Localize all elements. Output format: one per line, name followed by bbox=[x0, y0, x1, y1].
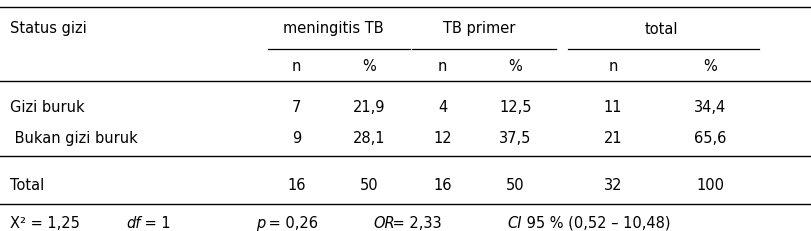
Text: Gizi buruk: Gizi buruk bbox=[10, 100, 84, 115]
Text: 100: 100 bbox=[696, 177, 723, 192]
Text: Total: Total bbox=[10, 177, 44, 192]
Text: = 2,33: = 2,33 bbox=[388, 215, 441, 230]
Text: 37,5: 37,5 bbox=[499, 130, 531, 145]
Text: 9: 9 bbox=[291, 130, 301, 145]
Text: 65,6: 65,6 bbox=[693, 130, 726, 145]
Text: 16: 16 bbox=[287, 177, 305, 192]
Text: Bukan gizi buruk: Bukan gizi buruk bbox=[10, 130, 137, 145]
Text: 32: 32 bbox=[603, 177, 621, 192]
Text: p: p bbox=[255, 215, 264, 230]
Text: %: % bbox=[508, 58, 521, 73]
Text: n: n bbox=[607, 58, 617, 73]
Text: meningitis TB: meningitis TB bbox=[282, 21, 383, 36]
Text: 16: 16 bbox=[433, 177, 451, 192]
Text: df: df bbox=[126, 215, 140, 230]
Text: 12,5: 12,5 bbox=[499, 100, 531, 115]
Text: 12: 12 bbox=[433, 130, 451, 145]
Text: %: % bbox=[363, 58, 375, 73]
Text: 21: 21 bbox=[603, 130, 621, 145]
Text: n: n bbox=[291, 58, 301, 73]
Text: 50: 50 bbox=[360, 177, 378, 192]
Text: n: n bbox=[437, 58, 447, 73]
Text: = 0,26: = 0,26 bbox=[264, 215, 318, 230]
Text: CI: CI bbox=[507, 215, 521, 230]
Text: 11: 11 bbox=[603, 100, 621, 115]
Text: 50: 50 bbox=[506, 177, 524, 192]
Text: X² = 1,25: X² = 1,25 bbox=[10, 215, 79, 230]
Text: Status gizi: Status gizi bbox=[10, 21, 87, 36]
Text: TB primer: TB primer bbox=[442, 21, 515, 36]
Text: %: % bbox=[703, 58, 716, 73]
Text: 7: 7 bbox=[291, 100, 301, 115]
Text: 4: 4 bbox=[437, 100, 447, 115]
Text: OR: OR bbox=[373, 215, 395, 230]
Text: 28,1: 28,1 bbox=[353, 130, 385, 145]
Text: 34,4: 34,4 bbox=[693, 100, 726, 115]
Text: 21,9: 21,9 bbox=[353, 100, 385, 115]
Text: total: total bbox=[644, 21, 678, 36]
Text: = 1: = 1 bbox=[139, 215, 170, 230]
Text: 95 % (0,52 – 10,48): 95 % (0,52 – 10,48) bbox=[521, 215, 670, 230]
